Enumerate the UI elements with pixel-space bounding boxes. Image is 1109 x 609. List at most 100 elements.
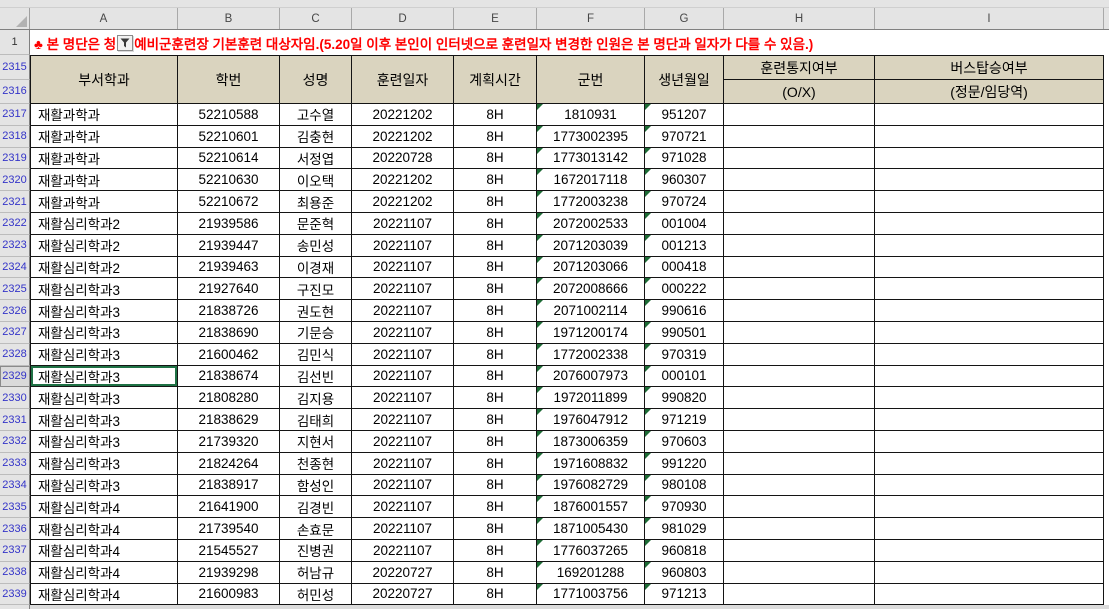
cell-notify[interactable] — [724, 583, 875, 606]
cell-training-date[interactable]: 20221202 — [352, 169, 454, 192]
cell-student-id[interactable]: 21641900 — [178, 496, 280, 519]
cell-name[interactable]: 허남규 — [280, 561, 352, 584]
cell-training-date[interactable]: 20220727 — [352, 561, 454, 584]
cell-planned-time[interactable]: 8H — [454, 387, 537, 410]
cell-student-id[interactable]: 21808280 — [178, 387, 280, 410]
cell-dept[interactable]: 재활심리학과2 — [31, 212, 178, 235]
cell-dept[interactable]: 재활과학과 — [31, 147, 178, 170]
cell-bus[interactable] — [875, 474, 1104, 497]
cell-notify[interactable] — [724, 256, 875, 279]
row-header[interactable]: 2317 — [0, 104, 30, 126]
column-header-e[interactable]: E — [454, 8, 537, 29]
cell-name[interactable]: 이오택 — [280, 169, 352, 192]
header-notify-title[interactable]: 훈련통지여부 — [724, 56, 875, 80]
cell-bus[interactable] — [875, 518, 1104, 540]
cell-military-id[interactable]: 2071203039 — [537, 234, 645, 257]
cell-planned-time[interactable]: 8H — [454, 452, 537, 475]
cell-dept[interactable]: 재활심리학과3 — [31, 474, 178, 497]
cell-dept[interactable]: 재활심리학과4 — [31, 496, 178, 519]
cell-notify[interactable] — [724, 365, 875, 388]
cell-military-id[interactable]: 1773013142 — [537, 147, 645, 170]
cell-planned-time[interactable]: 8H — [454, 496, 537, 519]
cell-planned-time[interactable]: 8H — [454, 256, 537, 279]
cell-bus[interactable] — [875, 212, 1104, 235]
header-bus-title[interactable]: 버스탑승여부 — [875, 56, 1104, 80]
cell-training-date[interactable]: 20221107 — [352, 343, 454, 366]
select-all-corner[interactable] — [0, 8, 30, 29]
row-header[interactable]: 2319 — [0, 147, 30, 170]
cell-bus[interactable] — [875, 343, 1104, 366]
cell-training-date[interactable]: 20221107 — [352, 474, 454, 497]
cell-birth-date[interactable]: 000418 — [645, 256, 724, 279]
row-header[interactable]: 2323 — [0, 234, 30, 257]
cell-notify[interactable] — [724, 278, 875, 301]
cell-training-date[interactable]: 20221107 — [352, 387, 454, 410]
cell-student-id[interactable]: 21939463 — [178, 256, 280, 279]
row-header[interactable]: 2328 — [0, 343, 30, 366]
row-header[interactable]: 2327 — [0, 321, 30, 344]
cell-notify[interactable] — [724, 104, 875, 126]
row-header[interactable]: 2334 — [0, 474, 30, 497]
row-header[interactable]: 2326 — [0, 300, 30, 322]
cell-bus[interactable] — [875, 561, 1104, 584]
column-header-i[interactable]: I — [875, 8, 1104, 29]
cell-dept[interactable]: 재활과학과 — [31, 125, 178, 148]
row-header-1[interactable]: 1 — [0, 30, 30, 55]
cell-bus[interactable] — [875, 256, 1104, 279]
cell-name[interactable]: 김경빈 — [280, 496, 352, 519]
cell-name[interactable]: 김민식 — [280, 343, 352, 366]
row-header[interactable]: 2329 — [0, 365, 30, 388]
cell-student-id[interactable]: 21939447 — [178, 234, 280, 257]
cell-dept[interactable]: 재활과학과 — [31, 169, 178, 192]
column-header-h[interactable]: H — [724, 8, 875, 29]
cell-training-date[interactable]: 20221107 — [352, 539, 454, 562]
cell-planned-time[interactable]: 8H — [454, 561, 537, 584]
cell-bus[interactable] — [875, 539, 1104, 562]
cell-birth-date[interactable]: 970603 — [645, 430, 724, 453]
cell-student-id[interactable]: 21600462 — [178, 343, 280, 366]
cell-notify[interactable] — [724, 518, 875, 540]
row-header[interactable]: 2332 — [0, 430, 30, 453]
cell-notify[interactable] — [724, 452, 875, 475]
cell-dept[interactable]: 재활심리학과4 — [31, 539, 178, 562]
column-header-f[interactable]: F — [537, 8, 645, 29]
cell-training-date[interactable]: 20221107 — [352, 212, 454, 235]
cell-bus[interactable] — [875, 104, 1104, 126]
row-header[interactable]: 2336 — [0, 518, 30, 540]
cell-name[interactable]: 천종현 — [280, 452, 352, 475]
cell-student-id[interactable]: 21739320 — [178, 430, 280, 453]
row-header[interactable]: 2322 — [0, 212, 30, 235]
cell-bus[interactable] — [875, 300, 1104, 322]
cell-planned-time[interactable]: 8H — [454, 191, 537, 213]
cell-notify[interactable] — [724, 474, 875, 497]
cell-notify[interactable] — [724, 561, 875, 584]
cell-notify[interactable] — [724, 321, 875, 344]
cell-planned-time[interactable]: 8H — [454, 125, 537, 148]
column-header-g[interactable]: G — [645, 8, 724, 29]
cell-training-date[interactable]: 20221107 — [352, 256, 454, 279]
cell-name[interactable]: 함성인 — [280, 474, 352, 497]
cell-bus[interactable] — [875, 191, 1104, 213]
row-header[interactable]: 2321 — [0, 191, 30, 213]
cell-birth-date[interactable]: 990501 — [645, 321, 724, 344]
cell-military-id[interactable]: 1971200174 — [537, 321, 645, 344]
cell-birth-date[interactable]: 981029 — [645, 518, 724, 540]
cell-student-id[interactable]: 21739540 — [178, 518, 280, 540]
cell-student-id[interactable]: 21838629 — [178, 409, 280, 431]
header-birth-date[interactable]: 생년월일 — [645, 56, 724, 104]
cell-birth-date[interactable]: 970724 — [645, 191, 724, 213]
cell-training-date[interactable]: 20221107 — [352, 365, 454, 388]
cell-planned-time[interactable]: 8H — [454, 430, 537, 453]
row-header-2316[interactable]: 2316 — [0, 79, 30, 104]
cell-training-date[interactable]: 20221107 — [352, 321, 454, 344]
cell-bus[interactable] — [875, 365, 1104, 388]
cell-military-id[interactable]: 1871005430 — [537, 518, 645, 540]
cell-name[interactable]: 기문승 — [280, 321, 352, 344]
cell-student-id[interactable]: 21939586 — [178, 212, 280, 235]
cell-birth-date[interactable]: 970319 — [645, 343, 724, 366]
cell-bus[interactable] — [875, 409, 1104, 431]
cell-student-id[interactable]: 21927640 — [178, 278, 280, 301]
cell-military-id[interactable]: 1672017118 — [537, 169, 645, 192]
cell-notify[interactable] — [724, 212, 875, 235]
cell-birth-date[interactable]: 971213 — [645, 583, 724, 606]
